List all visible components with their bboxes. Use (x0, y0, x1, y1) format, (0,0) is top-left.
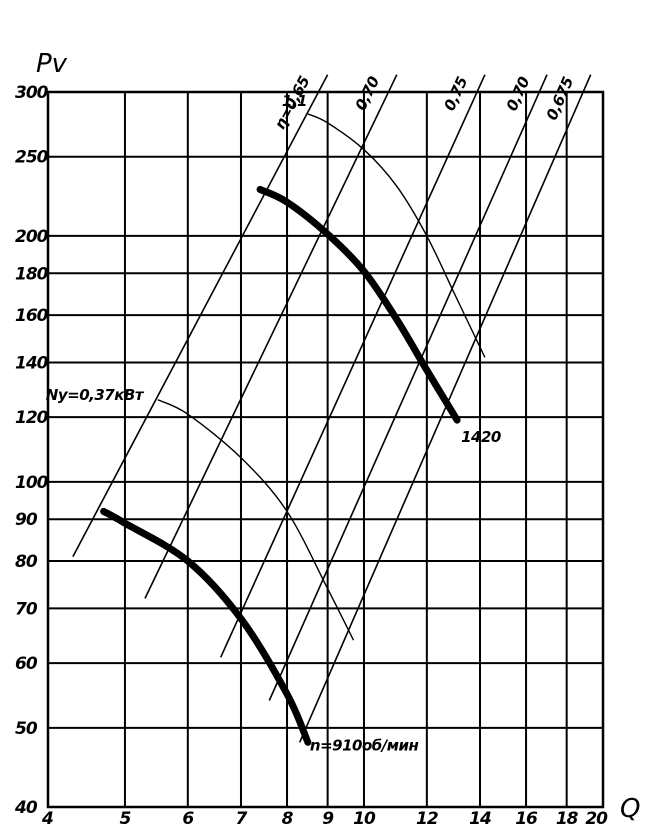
x-tick-label: 5 (120, 809, 131, 829)
y-tick-label: 140 (15, 353, 49, 373)
performance-curve-label: n=910об/мин (310, 736, 419, 754)
performance-curve-label: 1420 (461, 428, 501, 446)
x-tick-label: 12 (416, 809, 438, 829)
y-tick-label: 160 (15, 306, 49, 326)
y-axis-title: Pv (36, 49, 68, 79)
power-curve (157, 399, 355, 641)
x-tick-label: 20 (585, 809, 608, 829)
efficiency-label: 0,75 (440, 74, 471, 113)
y-tick-label: 250 (15, 148, 49, 168)
tick-labels: 4 5 6 7 8 9 10 12 14 16 18 204050607080901001201401… (14, 83, 609, 829)
efficiency-label: 0,70 (503, 74, 534, 113)
efficiency-line (144, 74, 398, 599)
power-curve (307, 113, 486, 358)
grid (46, 90, 605, 809)
x-tick-label: 14 (469, 809, 491, 829)
x-tick-label: 16 (515, 809, 538, 829)
y-tick-label: 50 (15, 719, 38, 739)
power-curve-label: 1,1 (282, 92, 307, 110)
performance-curve (100, 507, 312, 746)
x-tick-label: 18 (556, 809, 579, 829)
y-tick-label: 100 (15, 473, 49, 493)
y-tick-label: 300 (15, 83, 49, 103)
efficiency-label: 0,675 (543, 74, 578, 122)
performance-curves: 1420 n=910об/мин (100, 185, 501, 754)
y-tick-label: 120 (15, 408, 49, 428)
performance-curve (256, 185, 461, 424)
efficiency-line (268, 74, 548, 701)
x-tick-label: 10 (353, 809, 376, 829)
efficiency-line (298, 74, 592, 743)
x-tick-label: 6 (182, 809, 194, 829)
y-tick-label: 200 (15, 227, 49, 247)
efficiency-line (72, 74, 329, 557)
plot-frame (46, 90, 605, 809)
y-tick-label: 80 (15, 552, 38, 572)
x-axis-title: Q (620, 794, 640, 824)
y-tick-label: 70 (15, 599, 38, 619)
power-curve-label: Ny=0,37кВт (46, 386, 145, 404)
x-tick-label: 4 (41, 809, 53, 829)
x-tick-label: 7 (236, 809, 248, 829)
x-tick-label: 8 (282, 809, 294, 829)
y-tick-label: 90 (15, 510, 38, 530)
power-curves: 1,1 Ny=0,37кВт (46, 92, 486, 641)
efficiency-line (219, 74, 486, 658)
y-tick-label: 60 (15, 654, 38, 674)
efficiency-label: 0,70 (352, 74, 383, 113)
efficiency-lines: η=0,65 0,70 0,75 0,70 0,675 (72, 73, 592, 743)
y-tick-label: 180 (15, 264, 49, 284)
x-tick-label: 9 (322, 809, 334, 829)
y-tick-label: 40 (14, 798, 38, 818)
